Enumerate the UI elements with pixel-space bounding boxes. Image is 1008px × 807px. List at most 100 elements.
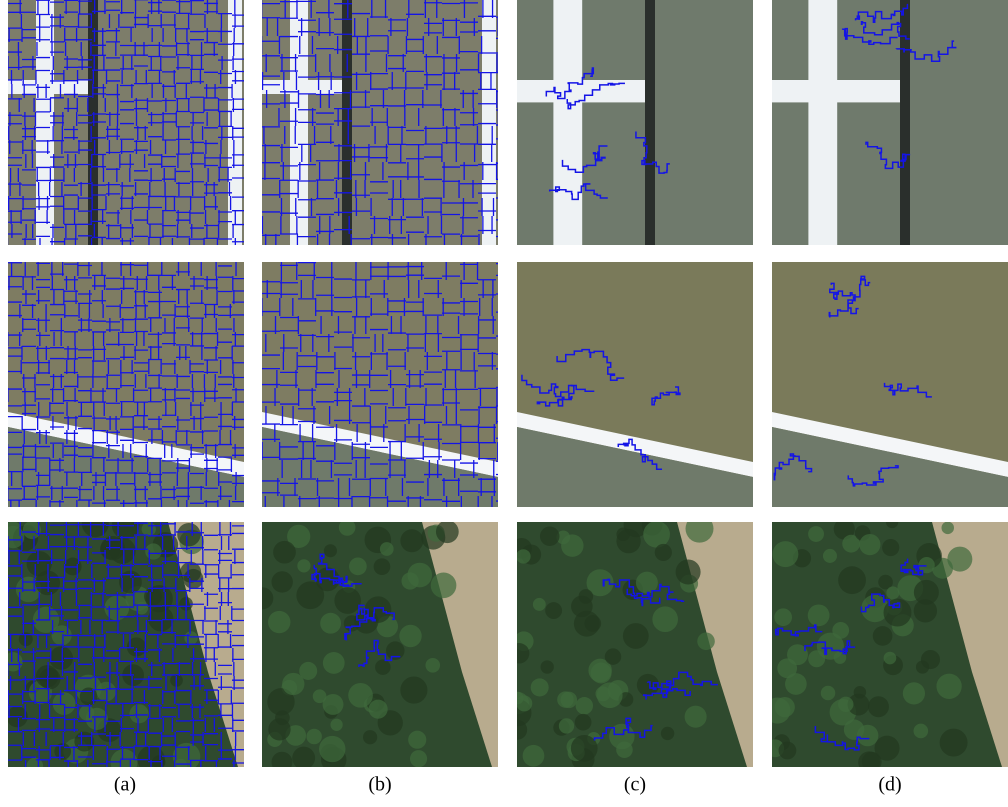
- tree: [177, 523, 200, 546]
- tree: [425, 658, 440, 673]
- tree: [859, 534, 880, 555]
- caption: (d): [878, 774, 901, 796]
- tree: [175, 759, 187, 771]
- tree: [400, 677, 427, 704]
- tree: [655, 544, 672, 561]
- shadow: [342, 0, 352, 245]
- tree: [903, 682, 925, 704]
- tree: [838, 697, 853, 712]
- tree: [591, 663, 612, 684]
- tree: [779, 742, 797, 760]
- shadow: [645, 0, 655, 245]
- tree: [882, 539, 899, 556]
- tree: [408, 731, 426, 749]
- tree: [936, 674, 961, 699]
- tree: [808, 526, 824, 542]
- tree: [914, 599, 937, 622]
- tree: [184, 631, 197, 644]
- tree: [436, 520, 459, 543]
- tree: [183, 569, 203, 589]
- ground: [517, 0, 753, 245]
- tree: [516, 549, 530, 563]
- road: [772, 80, 900, 102]
- tree: [297, 559, 310, 572]
- road: [808, 0, 837, 245]
- tree: [886, 586, 899, 599]
- tree: [857, 725, 879, 747]
- tree: [533, 598, 546, 611]
- image-panel: [504, 512, 753, 771]
- tree: [251, 587, 273, 609]
- tree: [597, 682, 623, 708]
- image-panel: [2, 510, 246, 776]
- ground: [772, 0, 1008, 245]
- tree: [324, 544, 337, 557]
- panels: [2, 0, 1008, 776]
- tree: [697, 633, 715, 651]
- tree: [282, 673, 304, 695]
- tree: [145, 543, 161, 559]
- tree: [399, 625, 421, 647]
- tree: [947, 547, 972, 572]
- tree: [400, 529, 423, 552]
- tree: [363, 730, 377, 744]
- tree: [686, 515, 714, 543]
- tree: [605, 648, 621, 664]
- tree: [821, 686, 836, 701]
- tree: [685, 706, 707, 728]
- tree: [914, 724, 929, 739]
- tree: [575, 714, 592, 731]
- tree: [576, 697, 593, 714]
- tree: [616, 741, 633, 758]
- tree: [584, 615, 601, 632]
- image-panel: [257, 257, 514, 514]
- tree: [772, 541, 798, 567]
- tree: [268, 718, 290, 740]
- tree: [886, 516, 898, 528]
- tree: [130, 704, 149, 723]
- tree: [2, 526, 24, 548]
- caption: (c): [624, 774, 646, 796]
- tree: [616, 528, 630, 542]
- tree: [410, 750, 427, 767]
- tree: [507, 720, 527, 740]
- tree: [764, 698, 790, 724]
- tree: [271, 571, 292, 592]
- tree: [523, 745, 545, 767]
- tree: [272, 752, 293, 773]
- tree: [374, 558, 391, 575]
- tree: [557, 691, 573, 707]
- tree: [858, 751, 880, 773]
- image-panel: [772, 262, 1008, 507]
- tree: [579, 589, 594, 604]
- tree: [942, 522, 954, 534]
- tree: [330, 719, 342, 731]
- tree: [559, 718, 574, 733]
- tree: [306, 729, 321, 744]
- road: [517, 80, 645, 102]
- tree: [838, 566, 866, 594]
- tree: [375, 659, 390, 674]
- tree: [348, 683, 373, 708]
- tree: [509, 643, 529, 663]
- tree: [319, 736, 345, 762]
- tree: [916, 661, 929, 674]
- tree: [531, 678, 549, 696]
- tree: [334, 587, 361, 614]
- tree: [545, 602, 562, 619]
- tree: [873, 626, 893, 646]
- tree: [571, 735, 598, 762]
- tree: [540, 526, 560, 546]
- tree: [808, 604, 830, 626]
- tree: [661, 727, 674, 740]
- tree: [823, 549, 837, 563]
- tree: [643, 521, 670, 548]
- tree: [940, 729, 968, 757]
- tree: [268, 611, 290, 633]
- caption: (a): [114, 774, 136, 796]
- image-panel: [251, 519, 498, 773]
- tree: [785, 673, 807, 695]
- tree: [623, 623, 649, 649]
- figure: (a) (b) (c) (d): [0, 0, 1008, 807]
- tree: [652, 606, 678, 632]
